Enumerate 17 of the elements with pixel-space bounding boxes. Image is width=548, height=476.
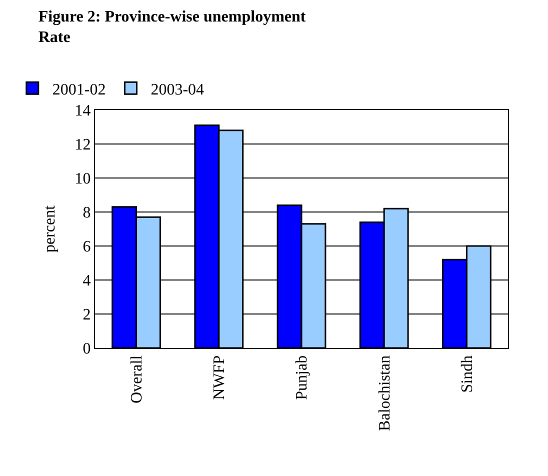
legend-label: 2003-04 xyxy=(150,81,204,98)
x-tick-label: Balochistan xyxy=(376,355,394,431)
x-tick-label: Overall xyxy=(128,354,146,404)
y-tick-label: 0 xyxy=(82,340,91,358)
y-tick-label: 4 xyxy=(82,272,91,290)
y-axis-title: percent xyxy=(42,204,59,253)
x-tick-label: Punjab xyxy=(294,355,311,400)
y-tick-label: 8 xyxy=(82,204,91,222)
chart-title: Figure 2: Province-wise unemployment Rate xyxy=(38,8,306,46)
y-tick-label: 14 xyxy=(74,102,91,120)
y-tick-label: 10 xyxy=(74,170,91,188)
x-tick-label: NWFP xyxy=(211,355,228,400)
y-tick-label: 12 xyxy=(74,136,91,154)
x-tick-label: Sindh xyxy=(458,355,476,393)
y-tick-label: 6 xyxy=(82,238,91,256)
legend-label: 2001-02 xyxy=(52,81,106,98)
y-tick-label: 2 xyxy=(82,306,91,324)
